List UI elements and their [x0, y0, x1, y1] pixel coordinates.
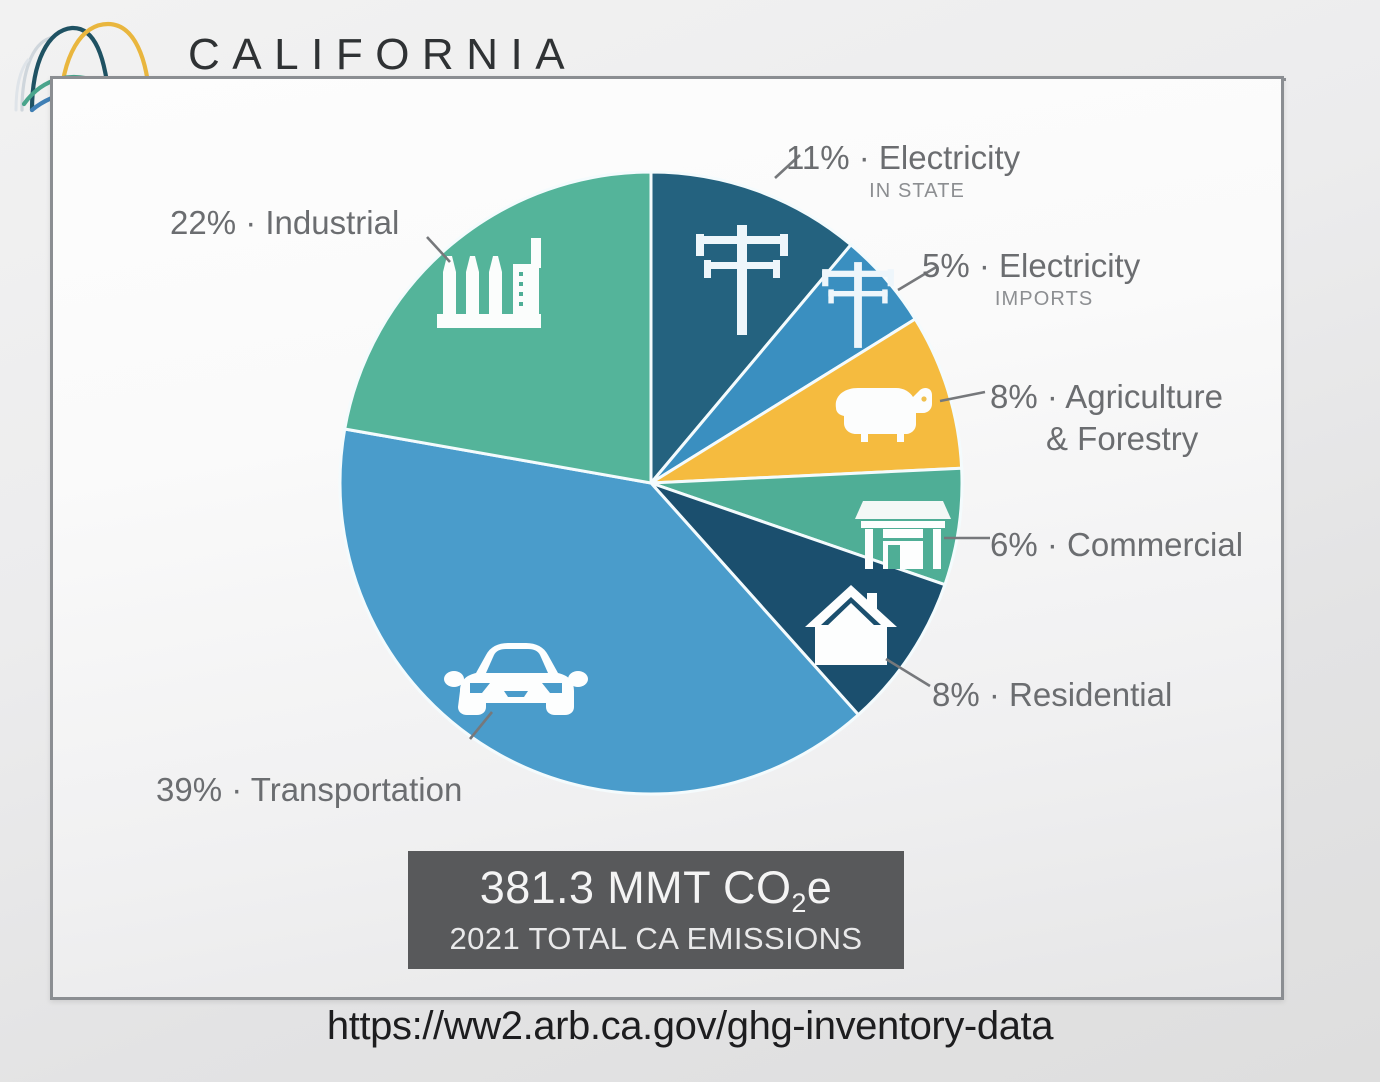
label-transportation: 39% · Transportation: [156, 771, 463, 808]
label-electricity-in-state-main: 11% · Electricity: [786, 139, 1021, 176]
label-industrial: 22% · Industrial: [170, 204, 400, 241]
label-residential: 8% · Residential: [932, 676, 1173, 713]
logo-title: CALIFORNIA: [188, 30, 578, 79]
label-agriculture-forestry: 8% · Agriculture & Forestry: [990, 376, 1223, 460]
total-value-prefix: 381.3 MMT CO: [479, 862, 792, 913]
label-agriculture-line2: & Forestry: [1046, 420, 1199, 457]
label-electricity-in-state: 11% · Electricity IN STATE: [786, 138, 1020, 204]
total-value-subscript: 2: [791, 888, 807, 918]
label-electricity-imports-main: 5% · Electricity: [922, 247, 1141, 284]
label-agriculture-line1: 8% · Agriculture: [990, 378, 1223, 415]
total-value-suffix: e: [806, 862, 833, 913]
label-electricity-in-state-sub: IN STATE: [869, 180, 965, 202]
total-emissions-value: 381.3 MMT CO2e: [480, 862, 832, 920]
total-emissions-caption: 2021 TOTAL CA EMISSIONS: [449, 921, 863, 956]
source-url[interactable]: https://ww2.arb.ca.gov/ghg-inventory-dat…: [326, 1004, 1054, 1048]
label-electricity-imports-sub: IMPORTS: [994, 288, 1094, 310]
label-commercial: 6% · Commercial: [990, 526, 1244, 563]
total-emissions-badge: 381.3 MMT CO2e 2021 TOTAL CA EMISSIONS: [408, 851, 904, 969]
label-electricity-imports: 5% · Electricity IMPORTS: [922, 246, 1140, 312]
